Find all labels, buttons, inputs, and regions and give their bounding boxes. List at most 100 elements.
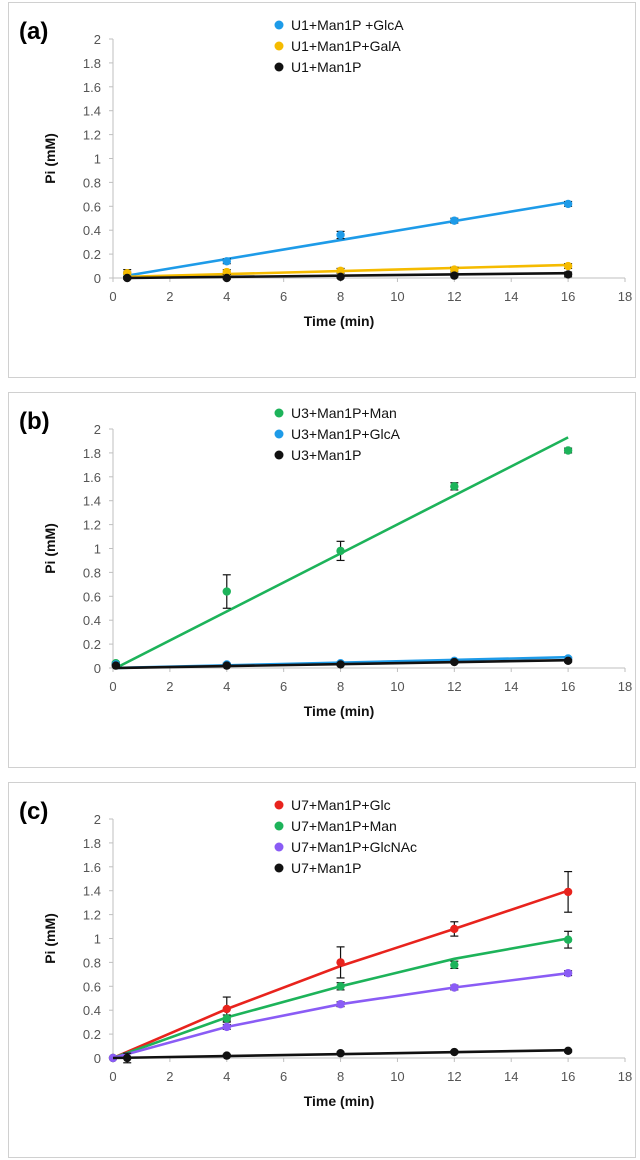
x-tick-label: 12 (447, 289, 461, 304)
data-point (450, 1047, 459, 1057)
x-tick-label: 10 (390, 679, 404, 694)
chart-panel-c: (c) 0 0.2 0.4 0.6 0.8 1 1.2 1.4 1.6 1.8 2 0 2 4 6 8 10 12 1… (8, 782, 636, 1158)
data-point (222, 1051, 231, 1060)
y-tick-label: 1.4 (83, 494, 101, 509)
x-tick-label: 0 (109, 1069, 116, 1084)
x-tick-label: 12 (447, 1069, 461, 1084)
data-point (336, 266, 345, 276)
legend-marker (274, 41, 284, 51)
y-tick-label: 1.2 (83, 128, 101, 143)
y-tick-label: 0.8 (83, 175, 101, 190)
x-tick-label: 2 (166, 1069, 173, 1084)
x-axis-title: Time (min) (304, 703, 375, 719)
y-tick-label: 0.2 (83, 637, 101, 652)
data-point (111, 661, 121, 670)
x-tick-label: 6 (280, 289, 287, 304)
legend-marker (274, 842, 284, 852)
data-point (336, 1049, 345, 1058)
data-point (123, 273, 132, 283)
x-tick-label: 12 (447, 679, 461, 694)
y-tick-label: 0.8 (83, 955, 101, 970)
x-tick-label: 2 (166, 289, 173, 304)
series-fit-line (127, 263, 569, 279)
x-axis-title: Time (min) (304, 1093, 375, 1109)
legend-marker (274, 863, 284, 873)
data-point (563, 261, 573, 271)
x-tick-label: 10 (390, 289, 404, 304)
panel-label-a: (a) (19, 18, 48, 45)
data-point (222, 267, 231, 277)
series-fit-line (127, 271, 569, 280)
y-tick-label: 1 (94, 932, 101, 947)
legend-label: U7+Man1P (291, 860, 361, 876)
y-tick-label: 0.4 (83, 613, 101, 628)
x-tick-label: 4 (223, 289, 230, 304)
x-tick-label: 4 (223, 679, 230, 694)
y-tick-label: 0.6 (83, 979, 101, 994)
y-tick-label: 1.2 (83, 908, 101, 923)
legend-marker (274, 408, 284, 418)
data-point (563, 968, 573, 978)
data-point (563, 270, 573, 279)
x-tick-label: 6 (280, 1069, 287, 1084)
legend-label: U3+Man1P+Man (291, 405, 397, 421)
data-point (222, 1014, 231, 1023)
legend-label: U7+Man1P+GlcNAc (291, 839, 417, 855)
legend-label: U1+Man1P+GalA (291, 38, 401, 54)
x-tick-label: 8 (337, 289, 344, 304)
y-tick-label: 2 (94, 422, 101, 437)
chart-svg-b: (b) 0 0.2 0.4 0.6 0.8 1 1.2 1.4 1.6 1.8 2 0 2 4 6 8 10 12 1… (19, 405, 632, 719)
y-tick-label: 2 (94, 32, 101, 47)
legend-label: U1+Man1P (291, 59, 361, 75)
legend-label: U1+Man1P +GlcA (291, 17, 404, 33)
x-tick-label: 18 (618, 679, 632, 694)
x-tick-label: 4 (223, 1069, 230, 1084)
legend-label: U3+Man1P+GlcA (291, 426, 401, 442)
x-tick-label: 0 (109, 289, 116, 304)
legend-label: U7+Man1P+Glc (291, 797, 391, 813)
y-tick-label: 0.4 (83, 1003, 101, 1018)
data-point (222, 661, 231, 670)
data-point (222, 257, 231, 266)
x-tick-label: 14 (504, 289, 518, 304)
data-point (563, 656, 573, 666)
legend-label: U7+Man1P+Man (291, 818, 397, 834)
y-tick-label: 0.2 (83, 247, 101, 262)
x-tick-label: 8 (337, 679, 344, 694)
data-point (563, 887, 573, 897)
x-axis-title: Time (min) (304, 313, 375, 329)
chart-svg-a: (a) 0 0.2 0.4 0.6 0.8 1 1.2 1.4 1.6 1.8 2 0 2 4 6 8 10 12 1… (19, 17, 632, 329)
x-tick-label: 2 (166, 679, 173, 694)
data-point (563, 199, 573, 209)
x-tick-label: 14 (504, 679, 518, 694)
data-point (336, 958, 345, 967)
y-tick-label: 0.6 (83, 199, 101, 214)
y-tick-label: 0.4 (83, 223, 101, 238)
data-point (123, 1053, 132, 1063)
legend-label: U3+Man1P (291, 447, 361, 463)
y-tick-label: 1.6 (83, 80, 101, 95)
series-fit-line (126, 200, 569, 277)
data-point (222, 273, 231, 283)
y-tick-label: 1.4 (83, 884, 101, 899)
data-point (450, 960, 459, 969)
y-tick-label: 1 (94, 542, 101, 557)
y-axis-title: Pi (mM) (42, 913, 58, 964)
x-tick-label: 14 (504, 1069, 518, 1084)
x-tick-label: 8 (337, 1069, 344, 1084)
data-point (563, 446, 573, 455)
data-point (336, 546, 345, 556)
y-tick-label: 1.8 (83, 56, 101, 71)
chart-svg-c: (c) 0 0.2 0.4 0.6 0.8 1 1.2 1.4 1.6 1.8 2 0 2 4 6 8 10 12 1… (19, 797, 632, 1109)
legend-marker (274, 20, 284, 30)
y-tick-label: 1.6 (83, 470, 101, 485)
legend-marker (274, 429, 284, 439)
data-point (336, 272, 345, 282)
y-tick-label: 1.6 (83, 860, 101, 875)
y-axis-title: Pi (mM) (42, 523, 58, 574)
y-tick-label: 1 (94, 152, 101, 167)
x-tick-label: 16 (561, 289, 575, 304)
x-tick-label: 18 (618, 289, 632, 304)
data-point (450, 265, 459, 274)
legend-marker (274, 450, 284, 460)
